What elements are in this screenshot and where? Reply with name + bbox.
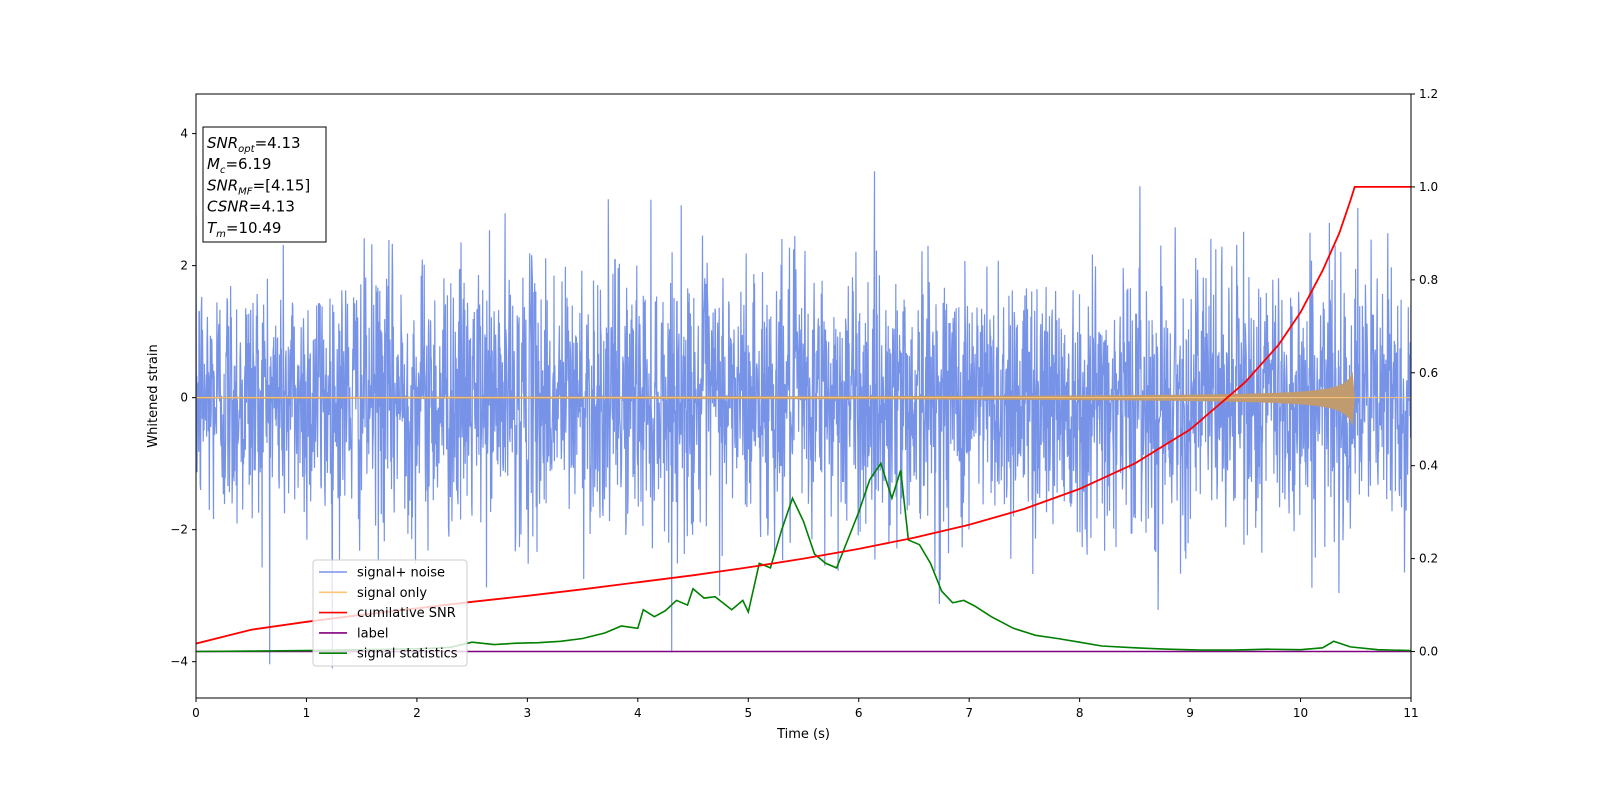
annotation-symbol: SNR <box>207 134 238 152</box>
legend-entry: signal statistics <box>357 647 458 662</box>
y2-tick-label: 0.0 <box>1419 645 1438 659</box>
annotation-line: SNRMF=[4.15] <box>207 176 310 197</box>
y2-tick-label: 0.6 <box>1419 366 1438 380</box>
annotation-value: =4.13 <box>255 134 301 152</box>
legend-entry: label <box>357 626 388 641</box>
y-tick-label: 4 <box>180 127 188 141</box>
x-tick-label: 6 <box>855 706 863 720</box>
x-tick-label: 2 <box>413 706 421 720</box>
x-tick-label: 3 <box>524 706 532 720</box>
y-tick-label: 0 <box>180 391 188 405</box>
annotation-line: Mc=6.19 <box>207 155 271 176</box>
x-tick-label: 10 <box>1293 706 1308 720</box>
x-tick-label: 8 <box>1076 706 1084 720</box>
plot-frame <box>195 93 1412 699</box>
annotation-symbol: M <box>207 155 220 173</box>
y-axis-label: Whitened strain <box>146 344 161 447</box>
y-tick-label: −4 <box>170 655 188 669</box>
annotation-line: Tm=10.49 <box>207 219 281 240</box>
x-tick-label: 7 <box>965 706 973 720</box>
x-tick-label: 1 <box>303 706 311 720</box>
legend-entry: cumilative SNR <box>357 606 456 621</box>
legend-entry: signal only <box>357 586 427 601</box>
annotation-box: SNRopt=4.13Mc=6.19SNRMF=[4.15]CSNR=4.13T… <box>202 126 327 243</box>
y-tick-label: −2 <box>170 523 188 537</box>
x-tick-label: 0 <box>192 706 200 720</box>
annotation-value: =10.49 <box>226 219 282 237</box>
annotation-value: =[4.15] <box>253 176 311 194</box>
x-tick-label: 11 <box>1403 706 1418 720</box>
series-area-signal-only <box>196 371 1355 427</box>
y2-tick-label: 1.2 <box>1419 87 1438 101</box>
annotation-symbol: CSNR <box>207 198 249 216</box>
x-tick-label: 5 <box>744 706 752 720</box>
annotation-subscript: opt <box>238 144 255 155</box>
annotation-subscript: MF <box>238 186 253 197</box>
series-line-signal-statistics <box>196 461 1411 653</box>
annotation-value: =6.19 <box>225 155 271 173</box>
y2-tick-label: 1.0 <box>1419 180 1438 194</box>
y-axis-right: 0.0 0.2 0.4 0.6 0.8 1.0 1.2 <box>1411 87 1438 659</box>
y2-tick-label: 0.2 <box>1419 552 1438 566</box>
x-tick-label: 9 <box>1186 706 1194 720</box>
annotation-subscript: m <box>216 229 226 240</box>
annotation-symbol: SNR <box>207 176 238 194</box>
annotation-value: =4.13 <box>249 198 295 216</box>
annotation-line: SNRopt=4.13 <box>207 134 301 155</box>
legend-frame <box>312 559 468 667</box>
y2-tick-label: 0.8 <box>1419 273 1438 287</box>
series-line-signal-noise <box>196 171 1411 669</box>
annotation-subscript: c <box>220 165 226 176</box>
legend-entry: signal+ noise <box>357 566 445 581</box>
y-tick-label: 2 <box>180 259 188 273</box>
x-axis: 0 1 2 3 4 5 6 7 8 9 10 11 <box>192 698 1419 720</box>
x-axis-label: Time (s) <box>776 727 830 742</box>
annotation-line: CSNR=4.13 <box>207 198 295 216</box>
legend: signal+ noise signal only cumilative SNR la… <box>312 559 468 667</box>
annotation-frame <box>202 126 327 243</box>
annotation-symbol: T <box>207 219 218 237</box>
y2-tick-label: 0.4 <box>1419 459 1438 473</box>
y-axis-left: −4 −2 0 2 4 <box>170 127 196 669</box>
x-tick-label: 4 <box>634 706 642 720</box>
